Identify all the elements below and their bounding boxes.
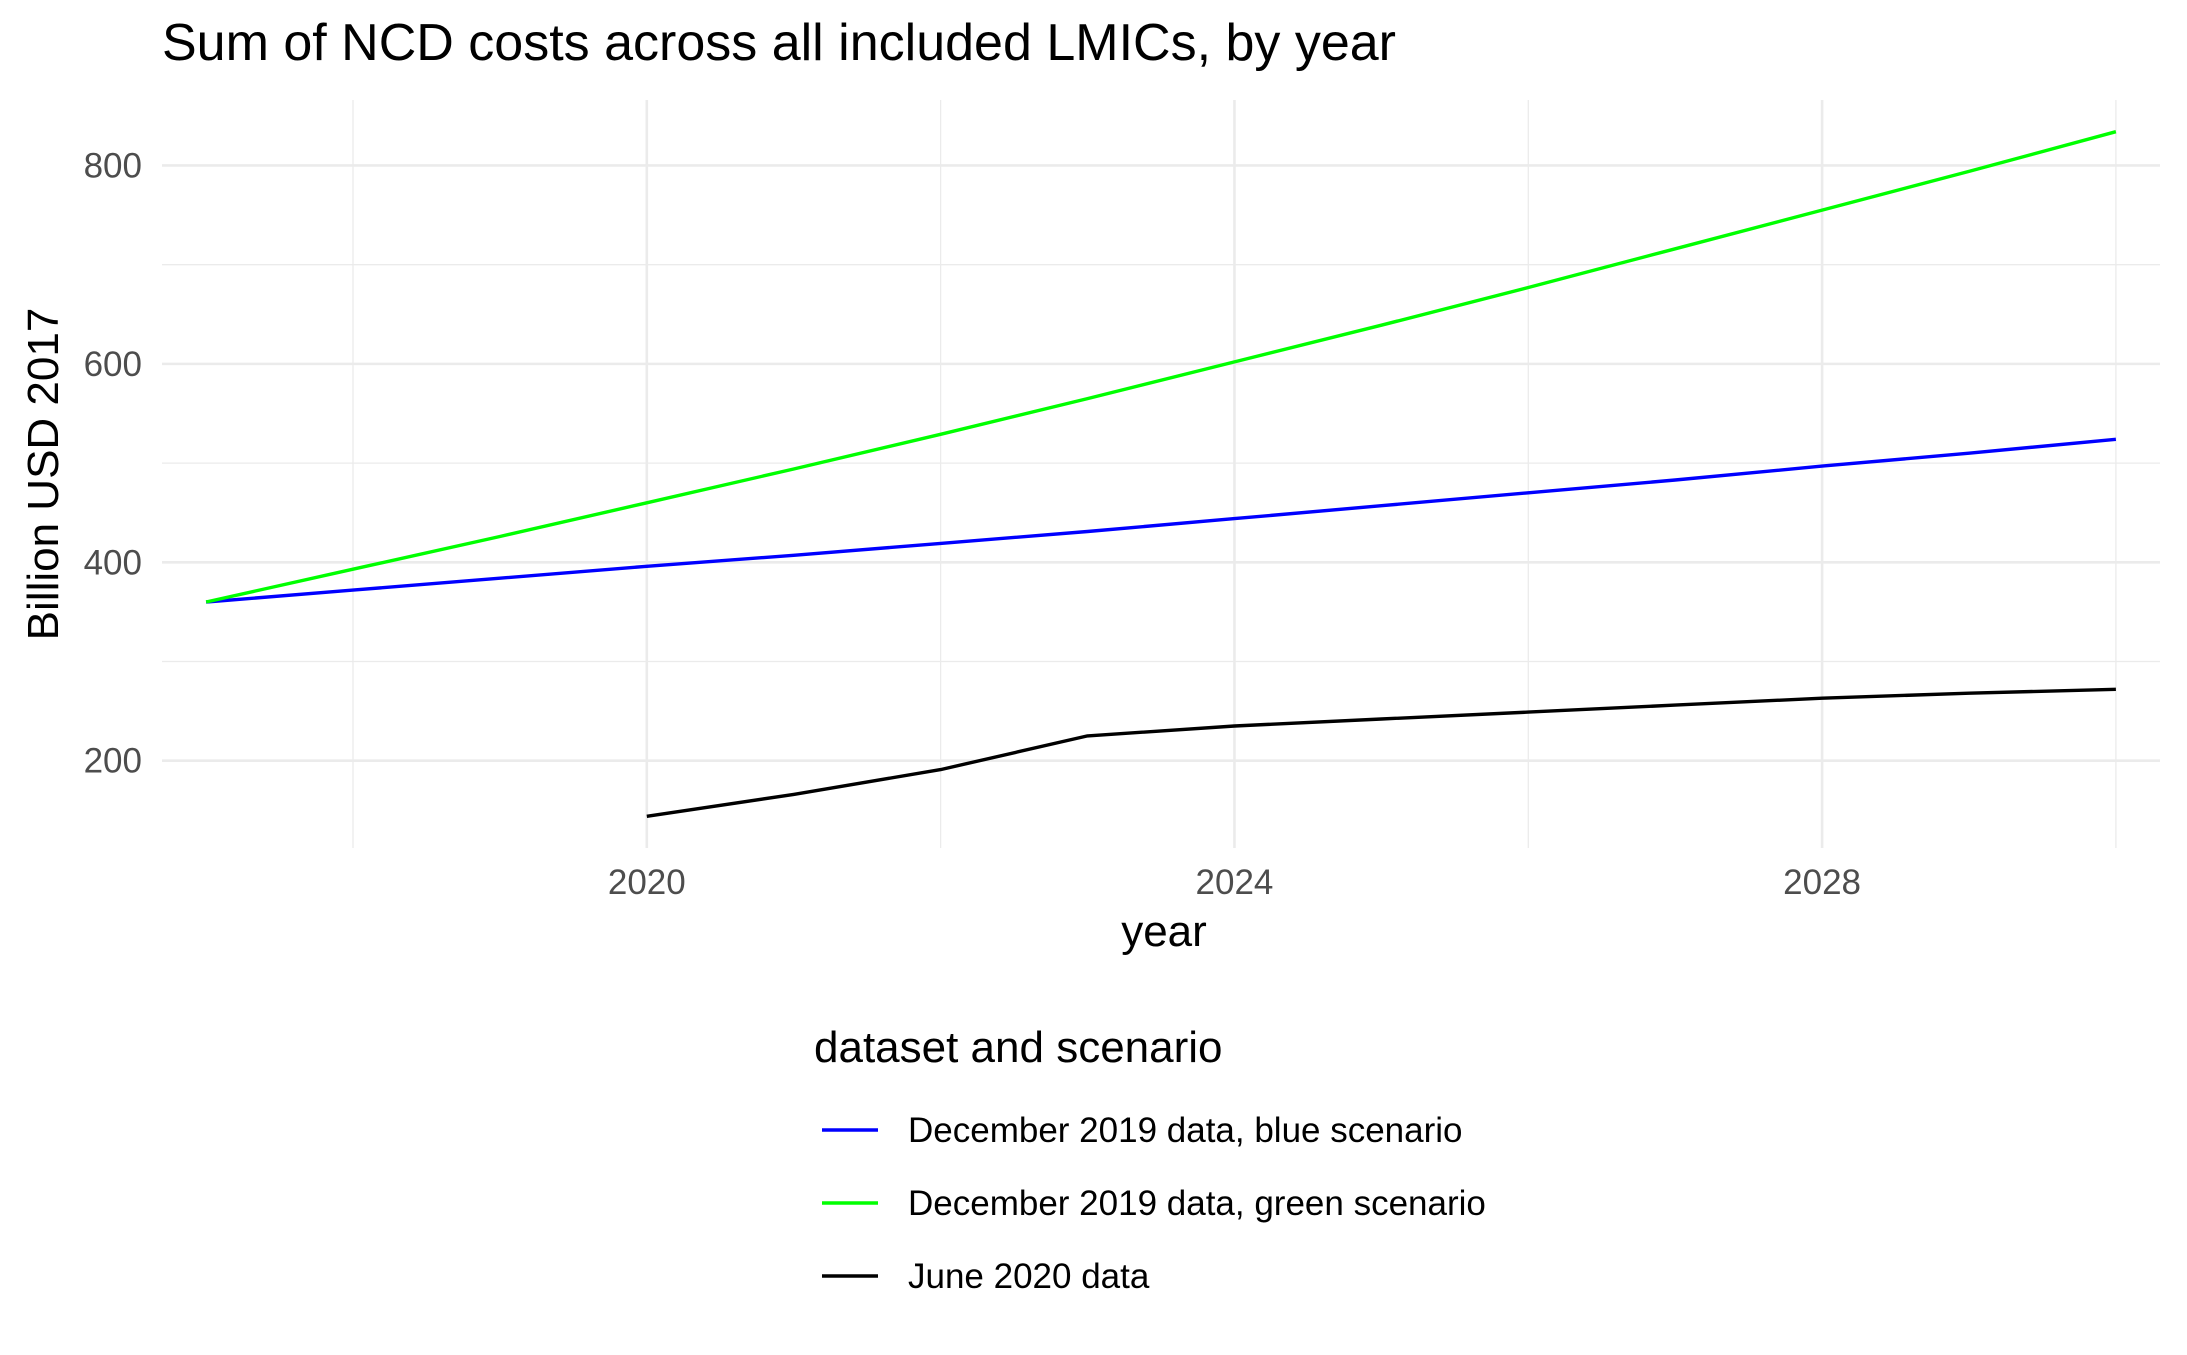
series-line-december-2019-data-green-scenario <box>205 130 2117 604</box>
series-lines <box>205 130 2117 818</box>
y-tick-label: 400 <box>84 543 142 582</box>
series-line-june-2020-data <box>646 687 2116 818</box>
legend-label-june-2020-data: June 2020 data <box>908 1257 1150 1296</box>
grid-lines <box>162 100 2160 848</box>
y-axis-title: Billion USD 2017 <box>19 308 68 641</box>
y-tick-label: 200 <box>84 742 142 781</box>
series-line-december-2019-data-blue-scenario <box>205 437 2117 604</box>
legend: December 2019 data, blue scenario Decembe… <box>822 1111 1486 1296</box>
y-tick-label: 800 <box>84 146 142 185</box>
x-tick-label: 2020 <box>608 863 686 902</box>
x-axis-title: year <box>1121 907 1207 956</box>
x-axis-tick-labels: 2020 2024 2028 <box>608 863 1861 902</box>
legend-title: dataset and scenario <box>814 1023 1223 1072</box>
legend-label-december-2019-data-blue-scenario: December 2019 data, blue scenario <box>908 1111 1463 1150</box>
x-tick-label: 2028 <box>1783 863 1861 902</box>
y-axis-tick-labels: 200 400 600 800 <box>84 146 142 780</box>
chart-title: Sum of NCD costs across all included LMI… <box>162 14 1396 72</box>
y-tick-label: 600 <box>84 345 142 384</box>
x-tick-label: 2024 <box>1196 863 1274 902</box>
legend-label-december-2019-data-green-scenario: December 2019 data, green scenario <box>908 1184 1486 1223</box>
